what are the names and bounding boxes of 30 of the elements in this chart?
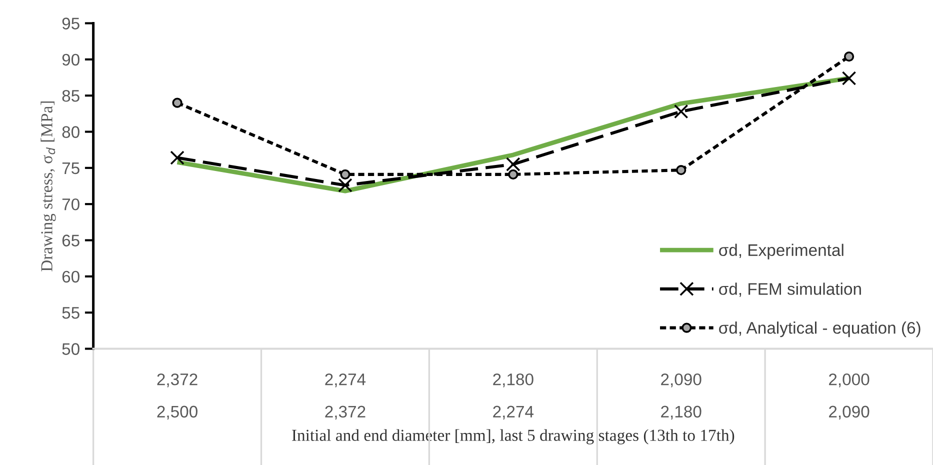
y-tick-label: 65	[62, 234, 80, 246]
point	[340, 169, 350, 180]
point	[170, 150, 184, 165]
x-tick-label: 2,274 2,372	[325, 373, 366, 420]
y-tick-label: 50	[62, 343, 80, 355]
x-tick-label: 2,000 2,090	[829, 373, 870, 420]
x-axis-title: Initial and end diameter [mm], last 5 drawing stages (13th to 17th)	[292, 429, 734, 444]
point	[674, 104, 688, 119]
y-tick-label: 80	[62, 126, 80, 138]
x-tick-label: 2,180 2,274	[493, 373, 534, 420]
x-tick-label: 2,372 2,500	[157, 373, 198, 420]
x-tick-label: 2,090 2,180	[661, 373, 702, 420]
point	[676, 165, 686, 176]
y-tick-label: 70	[62, 198, 80, 210]
y-tick-label: 75	[62, 162, 80, 174]
point	[508, 169, 518, 180]
y-tick-label: 55	[62, 307, 80, 319]
point	[338, 178, 352, 192]
y-tick-label: 85	[62, 90, 80, 102]
point	[172, 98, 182, 108]
point	[844, 51, 854, 62]
legend-label: σd, Analytical - equation (6)	[719, 322, 920, 338]
y-axis-title: Drawing stress, σ$_{d}$ [MPa]	[40, 101, 56, 272]
y-tick-label: 95	[62, 18, 80, 30]
y-tick-label: 90	[62, 54, 80, 66]
legend-label: σd, FEM simulation	[719, 282, 861, 297]
legend-label: σd, Experimental	[719, 244, 844, 260]
y-tick-label: 60	[62, 270, 80, 283]
point	[506, 157, 520, 172]
point	[842, 71, 856, 86]
